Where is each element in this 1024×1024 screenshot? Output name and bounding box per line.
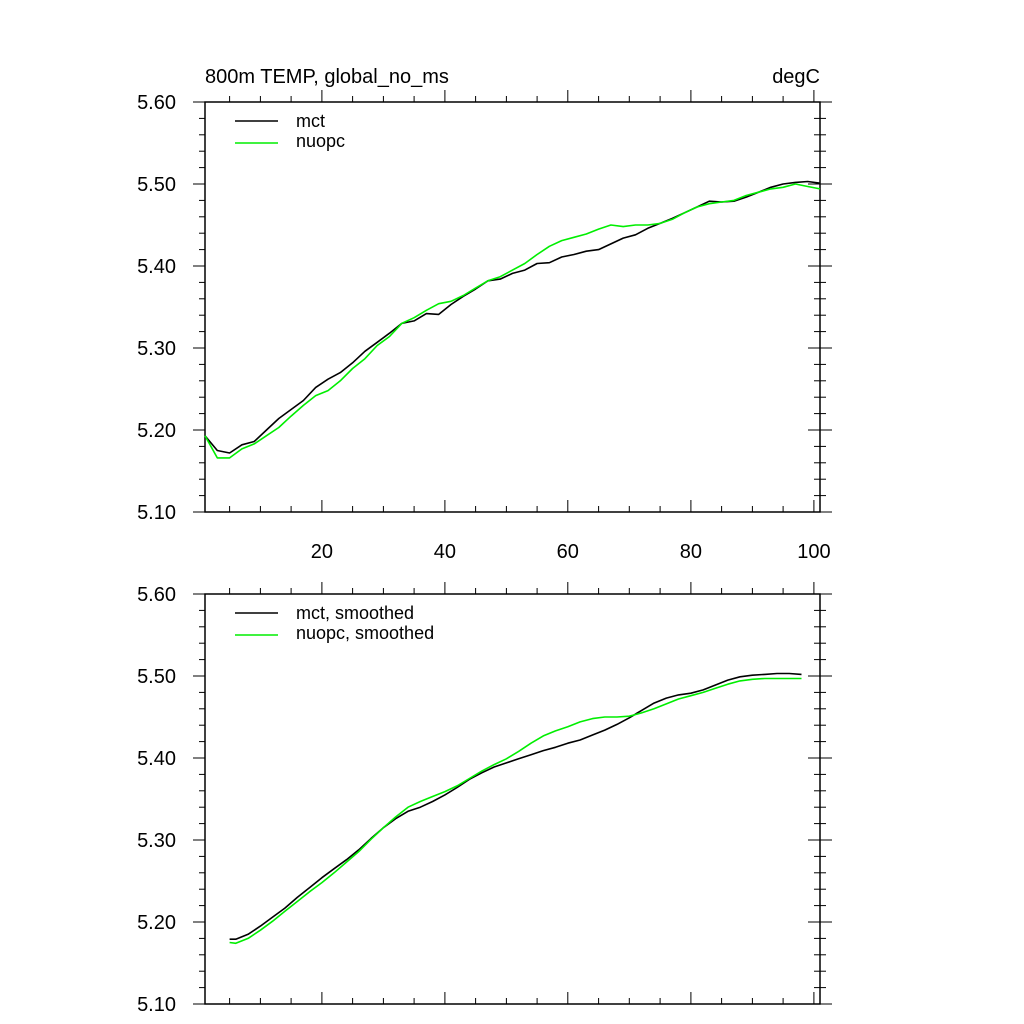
legend-mct-label: mct [296,111,325,131]
bottom-series-lines [229,672,802,945]
bottom-axis-ticks [193,582,832,1005]
y-tick-label: 5.60 [137,92,176,114]
x-tick-label: 20 [311,541,333,563]
series-line-nuopc [204,183,821,459]
bottom-y-tick-labels: 5.10 5.20 5.30 5.40 5.50 5.60 [137,584,176,1016]
legend-nuopc-smoothed-label: nuopc, smoothed [296,623,434,643]
y-tick-label: 5.20 [137,420,176,442]
y-tick-label: 5.20 [137,912,176,934]
y-tick-label: 5.40 [137,256,176,278]
y-tick-label: 5.40 [137,748,176,770]
y-tick-label: 5.50 [137,666,176,688]
top-chart-title: 800m TEMP, global_no_ms [205,66,449,88]
bottom-plot-frame [204,593,821,1005]
y-tick-label: 5.10 [137,994,176,1016]
bottom-plot-panel: 5.10 5.20 5.30 5.40 5.50 5.60 mct, smoothed n… [137,582,832,1016]
legend-nuopc-label: nuopc [296,131,345,151]
top-series-lines [204,180,821,459]
bottom-legend: mct, smoothed nuopc, smoothed [235,603,434,643]
series-line-mct-smoothed [229,672,802,941]
y-tick-label: 5.50 [137,174,176,196]
y-tick-label: 5.30 [137,338,176,360]
y-tick-label: 5.10 [137,502,176,524]
series-line-nuopc-smoothed [229,677,802,945]
top-x-tick-labels: 20 40 60 80 100 [311,541,831,563]
x-tick-label: 60 [557,541,579,563]
top-chart-units: degC [772,66,820,88]
legend-mct-smoothed-label: mct, smoothed [296,603,414,623]
x-tick-label: 40 [434,541,456,563]
top-axis-ticks [193,90,832,513]
top-plot-frame [204,101,821,513]
top-plot-panel: 800m TEMP, global_no_ms degC 5.10 5.20 5.3… [137,66,832,563]
top-legend: mct nuopc [235,111,345,151]
y-tick-label: 5.60 [137,584,176,606]
x-tick-label: 100 [797,541,830,563]
series-line-mct [204,180,821,454]
y-tick-label: 5.30 [137,830,176,852]
top-y-tick-labels: 5.10 5.20 5.30 5.40 5.50 5.60 [137,92,176,524]
x-tick-label: 80 [680,541,702,563]
